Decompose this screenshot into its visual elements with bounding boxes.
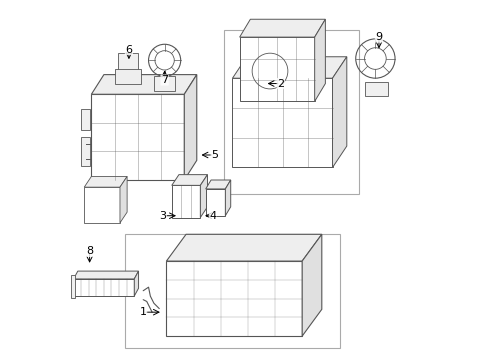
- Polygon shape: [315, 19, 325, 102]
- Bar: [81, 137, 90, 166]
- Text: 6: 6: [125, 45, 132, 55]
- Bar: [81, 109, 90, 130]
- Polygon shape: [92, 94, 184, 180]
- Polygon shape: [84, 187, 120, 223]
- Text: 8: 8: [86, 247, 93, 256]
- Polygon shape: [232, 57, 347, 78]
- Polygon shape: [120, 176, 127, 223]
- Polygon shape: [92, 75, 197, 94]
- Polygon shape: [232, 78, 333, 167]
- Bar: [115, 69, 142, 84]
- Text: 7: 7: [161, 75, 168, 85]
- Text: 4: 4: [209, 211, 217, 221]
- Polygon shape: [172, 175, 207, 185]
- Polygon shape: [74, 279, 134, 296]
- Polygon shape: [206, 180, 231, 189]
- Bar: [154, 76, 175, 91]
- Bar: [223, 30, 359, 194]
- Text: 1: 1: [140, 307, 147, 317]
- Polygon shape: [240, 37, 315, 102]
- Text: 3: 3: [159, 211, 166, 221]
- Polygon shape: [134, 271, 139, 296]
- Polygon shape: [167, 261, 302, 336]
- Polygon shape: [172, 185, 200, 217]
- Polygon shape: [333, 57, 347, 167]
- Polygon shape: [74, 271, 139, 279]
- Bar: [365, 82, 388, 96]
- Polygon shape: [184, 75, 197, 180]
- Bar: [71, 275, 75, 298]
- Text: 5: 5: [211, 150, 218, 160]
- Bar: [125, 234, 340, 348]
- Text: 9: 9: [375, 32, 383, 42]
- Text: 2: 2: [277, 78, 284, 89]
- Polygon shape: [302, 234, 322, 336]
- Polygon shape: [225, 180, 231, 216]
- Polygon shape: [240, 19, 325, 37]
- Polygon shape: [206, 189, 225, 216]
- Polygon shape: [84, 176, 127, 187]
- Polygon shape: [200, 175, 207, 217]
- Bar: [118, 53, 138, 71]
- Polygon shape: [167, 234, 322, 261]
